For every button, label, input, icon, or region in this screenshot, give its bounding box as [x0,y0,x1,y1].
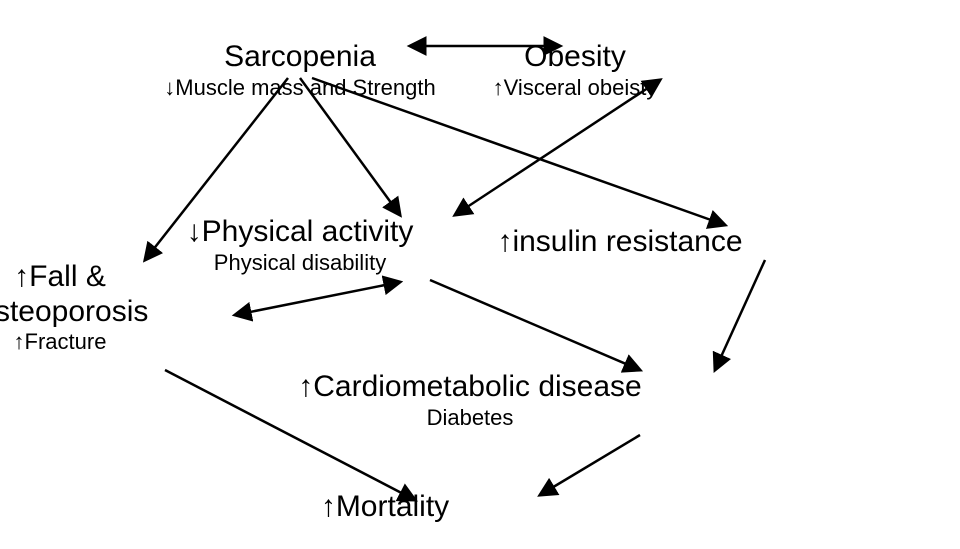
node-cardiometabolic: ↑Cardiometabolic disease Diabetes [260,370,680,430]
node-mortality: ↑Mortality [285,490,485,525]
diagram-canvas: Sarcopenia ↓Muscle mass and Strength Obe… [0,0,960,549]
edge-cardio-mortality [540,435,640,495]
fall-title-line1: ↑Fall & [0,260,165,295]
insulin-title: ↑insulin resistance [470,225,770,260]
mortality-title: ↑Mortality [285,490,485,525]
node-sarcopenia: Sarcopenia ↓Muscle mass and Strength [130,40,470,100]
node-insulin-resistance: ↑insulin resistance [470,225,770,260]
node-physical-activity: ↓Physical activity Physical disability [160,215,440,275]
node-fall-osteoporosis: ↑Fall & Osteoporosis ↑Fracture [0,260,165,354]
node-obesity: Obesity ↑Visceral obeisty [445,40,705,100]
obesity-title: Obesity [445,40,705,75]
physical-title: ↓Physical activity [160,215,440,250]
sarcopenia-title: Sarcopenia [130,40,470,75]
cardio-title: ↑Cardiometabolic disease [260,370,680,405]
cardio-sub: Diabetes [260,405,680,430]
edge-obesity-physical [455,80,660,215]
edge-fall-physical [235,282,400,315]
fall-sub: ↑Fracture [0,329,165,354]
sarcopenia-sub: ↓Muscle mass and Strength [130,75,470,100]
edge-physical-cardio [430,280,640,370]
physical-sub: Physical disability [160,250,440,275]
edge-sarc-insulin [312,78,725,225]
obesity-sub: ↑Visceral obeisty [445,75,705,100]
edge-insulin-cardio [715,260,765,370]
fall-title-line2: Osteoporosis [0,295,165,330]
